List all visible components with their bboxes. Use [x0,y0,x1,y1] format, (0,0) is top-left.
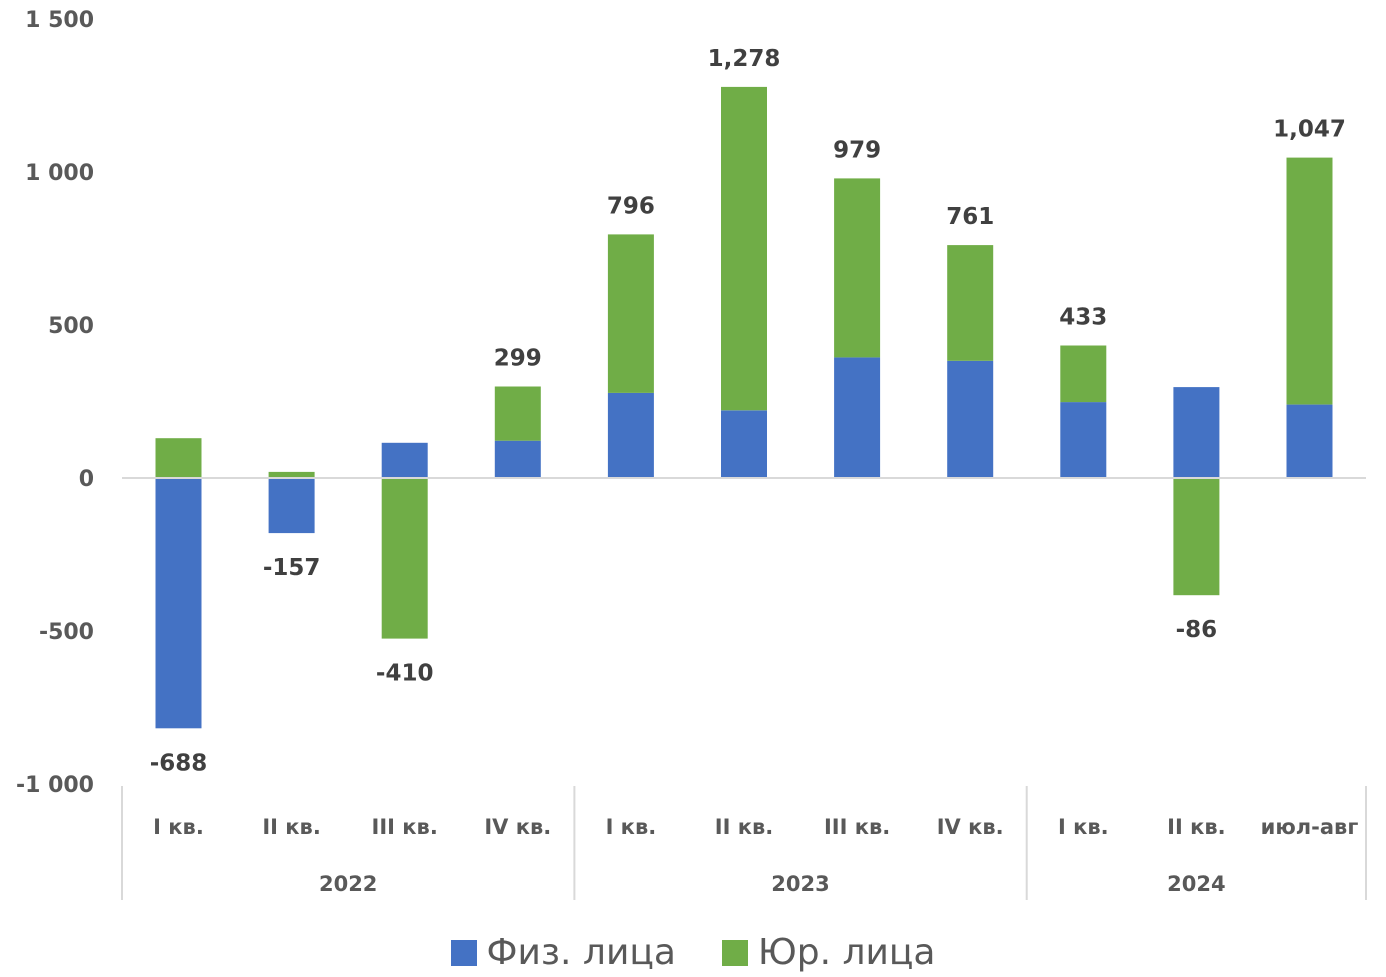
bar-legal-entities [947,245,994,361]
x-category-label: IV кв. [937,815,1004,839]
bar-individuals [947,360,994,478]
x-category-label: II кв. [1167,815,1225,839]
data-labels: -688 -157 -410 299 796 1,278 979 761 433 -86 1,047 [150,46,1346,776]
legend-label-individuals: Физ. лица [486,931,676,973]
bar-individuals [1173,387,1220,478]
bar-individuals [381,442,428,478]
y-tick-label: -1 000 [16,773,94,798]
bar-legal-entities [268,471,315,478]
y-tick-label: 1 500 [25,8,94,33]
x-category-label: II кв. [715,815,773,839]
x-category-label: I кв. [606,815,657,839]
legend-swatch-individuals [450,939,477,966]
legend-swatch-legal-entities [721,939,748,966]
x-group-label: 2023 [771,872,829,896]
total-data-label: 299 [494,346,542,372]
stacked-bar-chart: 1 500 1 000 500 0 -500 -1 000 -688 -157 -410 299… [16,8,1367,900]
legend-label-legal-entities: Юр. лица [757,931,936,973]
total-data-label: 761 [946,204,994,230]
y-tick-label: 1 000 [25,161,94,186]
bar-individuals [268,478,315,534]
total-data-label: -410 [376,661,434,687]
bar-individuals [1286,404,1333,478]
bar-individuals [494,440,541,478]
bar-individuals [721,410,767,478]
bar-legal-entities [834,178,881,358]
legend-item-individuals: Физ. лица [450,931,676,973]
bar-legal-entities [155,438,202,478]
legend-item-legal-entities: Юр. лица [721,931,936,973]
total-data-label: 1,278 [708,46,781,72]
x-axis: I кв. II кв. III кв. IV кв. I кв. II кв. III к… [121,786,1367,900]
bar-legal-entities [607,234,654,393]
y-axis: 1 500 1 000 500 0 -500 -1 000 [16,8,94,798]
x-category-label: II кв. [262,815,320,839]
bar-individuals [834,357,881,478]
y-tick-label: 500 [48,314,94,339]
x-category-label: III кв. [372,815,438,839]
x-category-label: июл-авг [1261,815,1359,839]
total-data-label: -157 [263,555,321,581]
legend: Физ. лица Юр. лица [0,928,1386,977]
bar-legal-entities [1286,157,1333,405]
bar-individuals [1060,402,1107,478]
y-tick-label: 0 [79,467,94,492]
total-data-label: 433 [1059,305,1107,331]
bar-legal-entities [381,478,428,639]
bar-individuals [607,392,654,478]
x-category-label: III кв. [824,815,890,839]
total-data-label: 1,047 [1273,117,1346,143]
x-category-label: IV кв. [484,815,551,839]
bar-legal-entities [1060,345,1107,403]
y-tick-label: -500 [39,620,94,645]
total-data-label: 796 [607,193,655,219]
total-data-label: -688 [150,750,208,776]
bar-legal-entities [721,86,767,411]
total-data-label: -86 [1176,617,1218,643]
x-category-label: I кв. [153,815,204,839]
x-category-label: I кв. [1058,815,1109,839]
bar-legal-entities [1173,478,1220,596]
bar-individuals [155,478,202,729]
x-group-label: 2024 [1167,872,1225,896]
bar-legal-entities [494,386,541,441]
x-group-label: 2022 [319,872,377,896]
total-data-label: 979 [833,137,881,163]
bars [155,86,1333,729]
